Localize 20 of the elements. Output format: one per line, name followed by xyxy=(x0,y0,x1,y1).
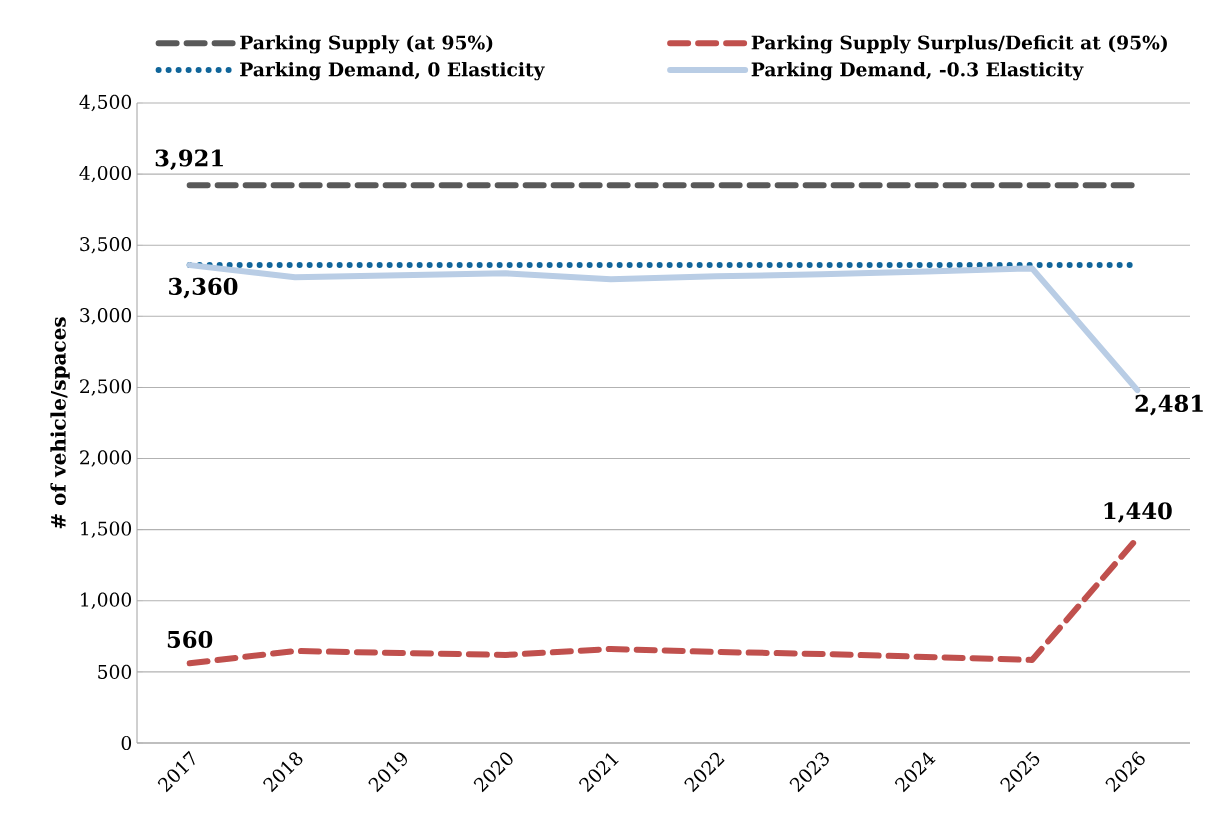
y-tick-label: 2,000 xyxy=(80,450,132,467)
legend-label: Parking Supply (at 95%) xyxy=(240,35,493,54)
y-tick-label: 0 xyxy=(121,735,132,751)
y-tick-label: 1,500 xyxy=(81,521,132,538)
y-tick-label: 2,500 xyxy=(80,379,132,396)
data-label: 1,440 xyxy=(1104,502,1172,523)
y-tick-label: 3,000 xyxy=(80,308,132,325)
legend-label: Parking Demand, -0.3 Elasticity xyxy=(751,62,1084,81)
y-tick-label: 500 xyxy=(98,664,132,679)
y-tick-label: 1,000 xyxy=(81,592,132,609)
data-label: 560 xyxy=(167,630,213,648)
legend-label: Parking Demand, 0 Elasticity xyxy=(240,62,545,81)
legend-label: Parking Supply Surplus/Deficit at (95%) xyxy=(751,35,1167,54)
y-tick-label: 4,000 xyxy=(79,165,132,183)
y-axis-title: # of vehicle/spaces xyxy=(50,317,70,529)
data-label: 3,921 xyxy=(155,149,223,170)
data-label: 2,481 xyxy=(1135,394,1203,416)
y-tick-label: 4,500 xyxy=(79,94,132,112)
data-label: 3,360 xyxy=(169,277,238,299)
y-tick-label: 3,500 xyxy=(80,237,132,254)
